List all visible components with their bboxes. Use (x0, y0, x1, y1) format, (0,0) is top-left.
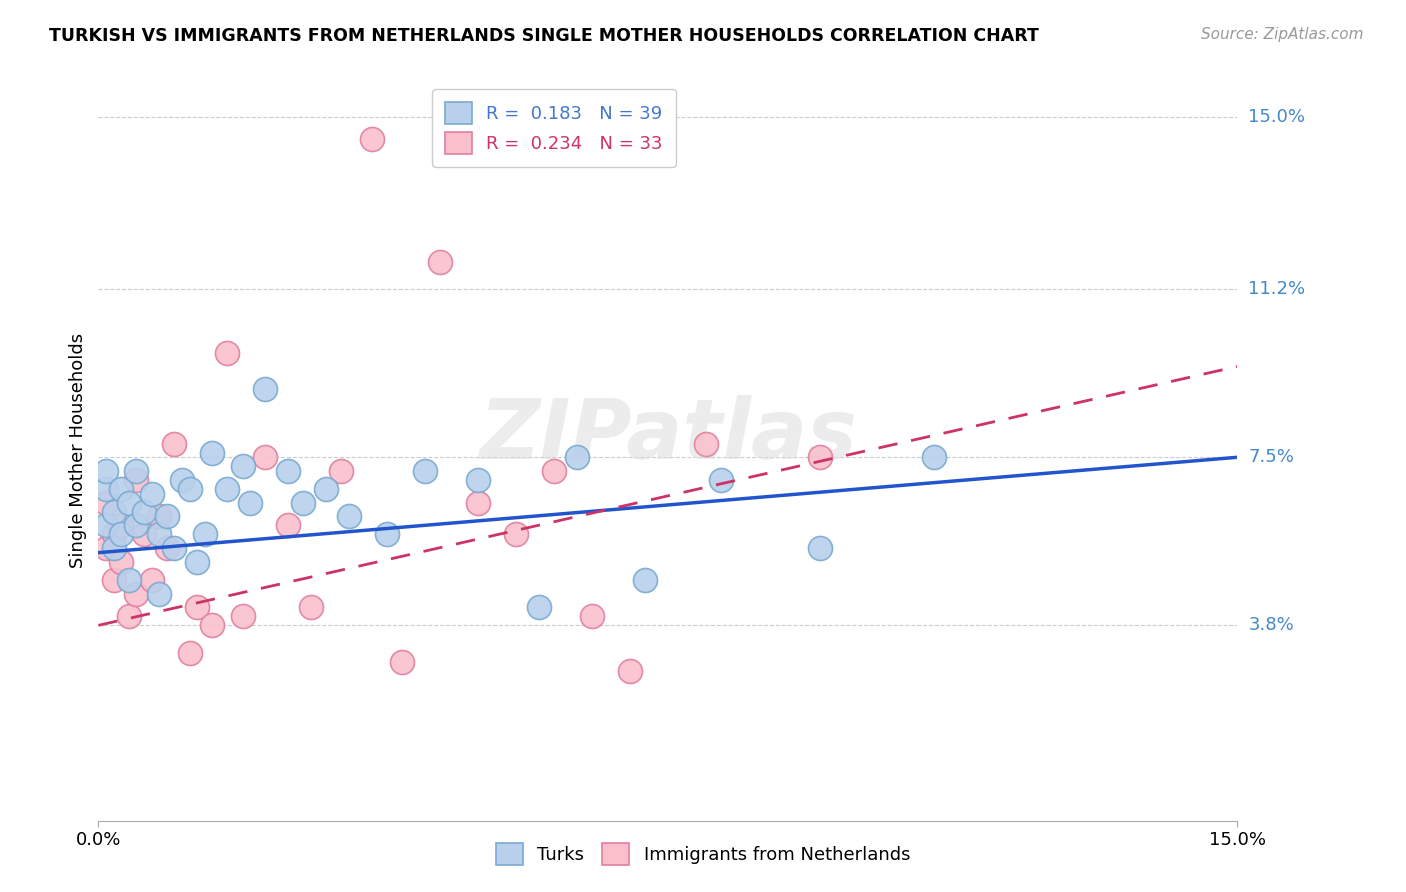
Point (163, 541, 186, 555)
Point (148, 527, 170, 541)
Point (581, 609, 603, 624)
Point (710, 473, 733, 487)
Point (141, 573, 163, 587)
Point (429, 255, 451, 269)
Point (179, 482, 201, 496)
Point (103, 505, 125, 519)
Point (467, 473, 489, 487)
Text: TURKISH VS IMMIGRANTS FROM NETHERLANDS SINGLE MOTHER HOUSEHOLDS CORRELATION CHAR: TURKISH VS IMMIGRANTS FROM NETHERLANDS S… (49, 27, 1039, 45)
Point (619, 664, 641, 678)
Point (634, 573, 657, 587)
Text: 7.5%: 7.5% (1249, 449, 1295, 467)
Point (217, 346, 239, 360)
Point (179, 646, 201, 660)
Point (292, 496, 315, 510)
Y-axis label: Single Mother Households: Single Mother Households (69, 333, 87, 568)
Text: Source: ZipAtlas.com: Source: ZipAtlas.com (1201, 27, 1364, 42)
Point (201, 446, 224, 460)
Point (808, 450, 831, 465)
Point (103, 541, 125, 555)
Point (201, 618, 224, 632)
Point (148, 509, 170, 524)
Point (330, 464, 353, 478)
Point (132, 527, 155, 541)
Point (141, 486, 163, 500)
Point (110, 527, 132, 541)
Point (156, 509, 179, 524)
Point (110, 518, 132, 533)
Point (94, 541, 117, 555)
Point (103, 527, 125, 541)
Point (565, 450, 588, 465)
Point (125, 586, 148, 600)
Point (94, 482, 117, 496)
Point (186, 555, 208, 569)
Point (163, 436, 186, 450)
Point (118, 496, 141, 510)
Point (360, 132, 382, 146)
Point (277, 518, 299, 533)
Point (808, 541, 831, 555)
Point (94, 518, 117, 533)
Point (232, 459, 254, 474)
Point (103, 573, 125, 587)
Point (239, 496, 262, 510)
Point (299, 600, 322, 615)
Point (170, 473, 193, 487)
Text: ZIPatlas: ZIPatlas (479, 395, 856, 476)
Point (543, 464, 565, 478)
Point (337, 509, 360, 524)
Point (110, 482, 132, 496)
Point (94, 496, 117, 510)
Point (232, 609, 254, 624)
Point (110, 555, 132, 569)
Point (217, 482, 239, 496)
Point (254, 382, 277, 396)
Legend: R =  0.183   N = 39, R =  0.234   N = 33: R = 0.183 N = 39, R = 0.234 N = 33 (432, 89, 676, 167)
Point (125, 518, 148, 533)
Point (156, 541, 179, 555)
Point (125, 464, 148, 478)
Point (467, 496, 489, 510)
Point (125, 473, 148, 487)
Point (695, 436, 717, 450)
Point (527, 600, 550, 615)
Point (118, 573, 141, 587)
Point (277, 464, 299, 478)
Point (148, 586, 170, 600)
Point (922, 450, 945, 465)
Point (254, 450, 277, 465)
Point (132, 505, 155, 519)
Point (391, 655, 413, 669)
Text: 11.2%: 11.2% (1249, 280, 1306, 298)
Point (505, 527, 527, 541)
Legend: Turks, Immigrants from Netherlands: Turks, Immigrants from Netherlands (486, 834, 920, 874)
Point (118, 609, 141, 624)
Point (94, 464, 117, 478)
Point (186, 600, 208, 615)
Text: 3.8%: 3.8% (1249, 616, 1294, 634)
Point (375, 527, 398, 541)
Point (315, 482, 337, 496)
Point (194, 527, 217, 541)
Text: 15.0%: 15.0% (1249, 108, 1305, 126)
Point (413, 464, 436, 478)
